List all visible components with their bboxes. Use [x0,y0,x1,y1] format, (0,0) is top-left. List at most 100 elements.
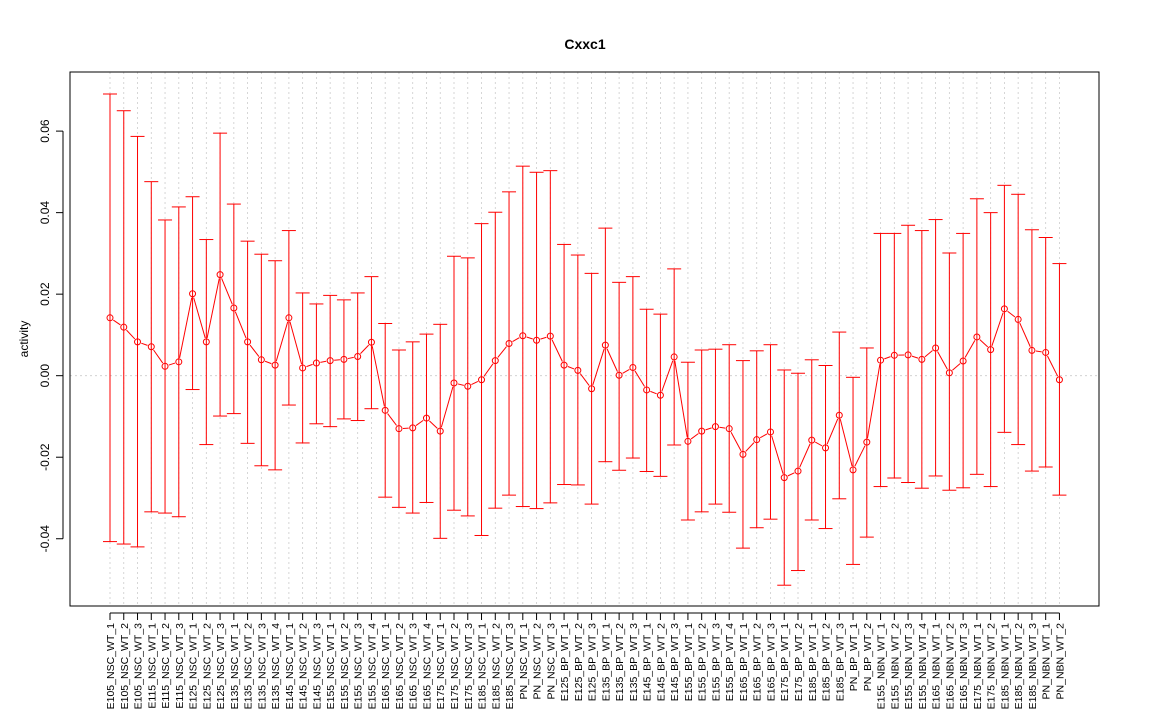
series-line-segment [141,342,148,346]
data-point [546,332,554,340]
data-point [656,391,664,399]
x-tick-label: E125_NSC_WT_1 [188,623,200,710]
x-tick-label: E175_NSC_WT_1 [435,623,447,710]
grid-layer [70,72,1099,606]
series-line-segment [1035,350,1042,353]
data-point [835,411,843,419]
series-line-segment [249,344,260,357]
data-point [711,423,719,431]
series-line-segment [289,321,303,365]
series-line-segment [759,433,768,439]
series-line-segment [690,433,699,440]
x-tick-label: E185_NBN_WT_1 [999,623,1011,710]
series-line-segment [839,418,853,467]
series-line-segment [387,413,397,426]
x-tick-label: E185_BP_WT_3 [834,623,846,701]
chart-title: Cxxc1 [564,36,605,52]
data-point [106,314,114,322]
data-point [918,355,926,363]
x-tick-label: E185_BP_WT_2 [821,623,833,701]
data-point [175,358,183,366]
data-point [1000,305,1008,313]
x-tick-label: E135_NSC_WT_1 [229,623,241,710]
series-line-segment [991,312,1004,346]
x-tick-label: E125_BP_WT_1 [559,623,571,701]
series-line-segment [952,363,961,371]
data-point [1014,315,1022,323]
x-tick-label: E155_NSC_WT_3 [353,623,365,710]
y-tick-label: 0.02 [38,282,52,306]
x-tick-label: E155_BP_WT_3 [710,623,722,701]
series-line-segment [371,346,385,407]
x-tick-label: PN_NSC_WT_3 [545,623,557,700]
x-tick-label: E115_NSC_WT_2 [160,623,172,709]
data-point [560,361,568,369]
x-tick-label: E135_BP_WT_2 [614,623,626,701]
data-point [464,382,472,390]
data-point [533,336,541,344]
data-point [230,304,238,312]
x-tick-label: E105_NSC_WT_3 [133,623,145,710]
x-tick-label: E155_NBN_WT_3 [903,623,915,710]
data-point [1055,376,1063,384]
data-point [725,425,733,433]
series-line-segment [622,369,630,374]
x-tick-label: E105_NSC_WT_2 [119,623,131,710]
x-tick-label: E125_BP_WT_3 [587,623,599,701]
data-point [615,371,623,379]
x-tick-label: E175_NSC_WT_2 [449,623,461,710]
series-line-segment [979,339,989,348]
series-line-segment [937,351,948,370]
data-point [161,362,169,370]
x-tick-label: E155_NBN_WT_2 [889,623,901,710]
data-point [478,376,486,384]
x-tick-label: E145_NSC_WT_3 [311,623,323,710]
data-point [794,467,802,475]
x-tick-label: E165_BP_WT_1 [738,623,750,701]
x-tick-label: E185_BP_WT_1 [807,623,819,701]
data-point [808,436,816,444]
x-tick-label: E145_BP_WT_2 [655,623,667,701]
data-point [395,425,403,433]
series-line-segment [275,321,289,362]
x-tick-label: E125_NSC_WT_3 [215,623,227,710]
data-point [932,344,940,352]
data-point [216,271,224,279]
series-line-segment [497,346,507,358]
series-line-segment [787,472,795,477]
x-tick-label: E155_BP_WT_4 [724,623,736,701]
x-tick-label: E145_BP_WT_1 [642,623,654,701]
data-point [684,437,692,445]
data-point [381,406,389,414]
series-line-segment [206,278,220,339]
x-tick-label: E125_NSC_WT_2 [201,623,213,710]
data-point [904,351,912,359]
series-line-segment [799,443,811,468]
x-tick-label: E165_NSC_WT_4 [421,623,433,710]
data-point [450,379,458,387]
y-tick-label: -0.02 [38,443,52,471]
x-tick-label: PN_BP_WT_2 [862,623,874,691]
data-point [202,338,210,346]
series-line-segment [234,311,247,339]
series-line-segment [771,435,784,474]
x-tick-label: E175_NBN_WT_2 [986,623,998,710]
x-tick-label: E175_BP_WT_2 [793,623,805,701]
x-tick-label: E115_NSC_WT_3 [174,623,186,709]
data-point [698,427,706,435]
series-line-segment [457,383,464,386]
x-tick-label: E155_BP_WT_1 [683,623,695,701]
series-line-segment [526,336,533,340]
series-line-segment [551,339,563,362]
series-line-segment [221,278,233,305]
data-point [753,436,761,444]
series-line-segment [634,370,645,387]
data-point [120,323,128,331]
series-line-segment [347,356,354,360]
series-line-segment [674,360,688,438]
x-tick-label: E165_NBN_WT_2 [944,623,956,710]
x-tick-label: E185_NBN_WT_2 [1013,623,1025,710]
series-line-segment [471,381,479,386]
series-line-segment [1047,355,1059,377]
